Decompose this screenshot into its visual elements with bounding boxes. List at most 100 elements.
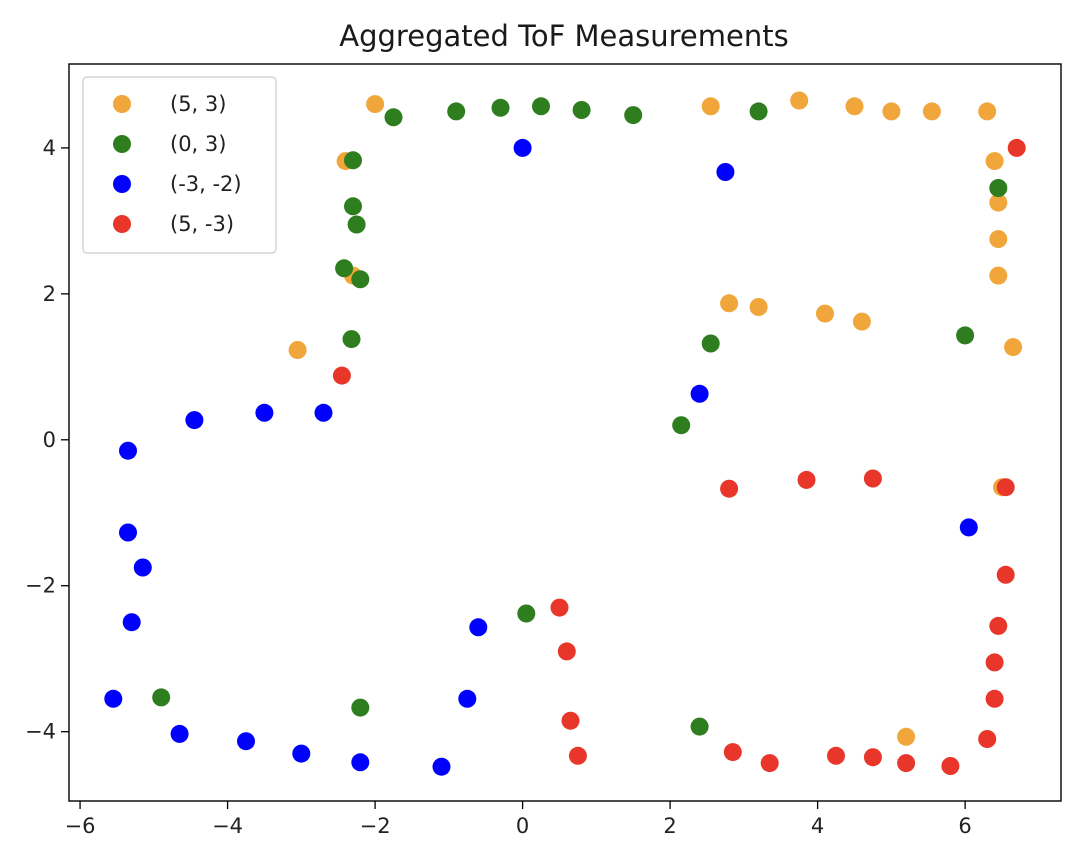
data-point: [996, 565, 1015, 584]
data-point: [133, 558, 152, 577]
points-layer: [104, 91, 1026, 776]
data-point: [701, 97, 720, 116]
data-point: [985, 689, 1004, 708]
data-point: [122, 613, 141, 632]
data-point: [816, 304, 834, 323]
x-axis-ticks: −6 −4 −2 0 2 4 6: [65, 801, 972, 838]
data-point: [469, 618, 488, 637]
data-point: [985, 653, 1004, 672]
data-point: [532, 97, 550, 116]
data-point: [852, 312, 871, 331]
data-point: [384, 108, 403, 127]
data-point: [513, 138, 532, 157]
data-point: [557, 642, 576, 661]
y-tick-label: −2: [25, 574, 56, 598]
legend-label: (-3, -2): [170, 172, 242, 196]
legend-item: (5, 3): [113, 92, 226, 116]
data-point: [956, 326, 975, 345]
data-point: [572, 101, 591, 119]
plot-frame: [68, 63, 1062, 802]
x-tick-label: −2: [360, 814, 391, 838]
data-point: [897, 727, 916, 746]
x-tick-label: 2: [663, 814, 676, 838]
data-point: [314, 403, 333, 422]
data-point: [432, 757, 451, 776]
data-point: [351, 270, 370, 289]
x-tick-label: −4: [212, 814, 243, 838]
data-point: [366, 95, 385, 114]
data-point: [237, 732, 255, 751]
legend-marker: [113, 135, 131, 153]
data-point: [720, 294, 739, 313]
data-point: [897, 754, 916, 773]
data-point: [989, 179, 1008, 197]
x-tick-label: −6: [65, 814, 96, 838]
y-tick-label: 0: [43, 428, 56, 452]
data-point: [335, 259, 354, 278]
data-point: [716, 163, 735, 181]
series-2: [104, 138, 978, 776]
data-point: [491, 98, 510, 117]
data-point: [690, 717, 709, 736]
data-point: [941, 757, 960, 775]
data-point: [351, 753, 370, 772]
y-axis-ticks: −4 −2 0 2 4: [25, 136, 69, 744]
data-point: [119, 523, 137, 542]
legend-label: (5, -3): [170, 212, 234, 236]
data-point: [827, 746, 845, 765]
series-1: [152, 97, 1008, 736]
data-point: [351, 698, 370, 717]
data-point: [344, 151, 362, 170]
data-point: [255, 403, 274, 422]
data-point: [624, 106, 643, 125]
data-point: [989, 193, 1008, 212]
data-point: [797, 470, 816, 489]
data-point: [458, 689, 477, 708]
data-point: [672, 416, 691, 435]
legend-marker: [113, 215, 131, 233]
y-tick-label: 2: [43, 282, 56, 306]
data-point: [332, 366, 351, 385]
legend-box: [82, 76, 277, 254]
x-tick-label: 4: [811, 814, 824, 838]
data-point: [344, 197, 362, 216]
legend-label: (0, 3): [170, 132, 226, 156]
x-tick-label: 0: [516, 814, 529, 838]
data-point: [882, 102, 901, 121]
data-point: [347, 215, 366, 234]
chart-title: Aggregated ToF Measurements: [339, 19, 788, 53]
legend-marker: [113, 95, 131, 113]
data-point: [760, 754, 779, 773]
data-point: [1007, 138, 1026, 157]
data-point: [447, 102, 466, 121]
data-point: [561, 711, 580, 730]
data-point: [517, 604, 536, 623]
x-tick-label: 6: [958, 814, 971, 838]
y-tick-label: −4: [25, 720, 56, 744]
data-point: [550, 598, 569, 617]
data-point: [922, 102, 941, 121]
data-point: [119, 441, 137, 460]
legend-item: (5, -3): [113, 212, 234, 236]
data-point: [288, 341, 307, 359]
data-point: [749, 102, 768, 121]
data-point: [959, 518, 978, 537]
legend-label: (5, 3): [170, 92, 226, 116]
data-point: [152, 688, 171, 707]
data-point: [723, 743, 742, 762]
data-point: [690, 384, 709, 403]
data-point: [292, 744, 311, 763]
data-point: [720, 479, 739, 498]
data-point: [985, 152, 1004, 171]
legend-marker: [113, 175, 131, 193]
data-point: [790, 91, 809, 110]
data-point: [863, 469, 882, 488]
data-point: [978, 730, 997, 748]
data-point: [568, 746, 587, 765]
legend-item: (0, 3): [113, 132, 226, 156]
data-point: [170, 724, 189, 743]
y-tick-label: 4: [43, 136, 56, 160]
data-point: [996, 478, 1015, 497]
data-point: [989, 616, 1008, 635]
